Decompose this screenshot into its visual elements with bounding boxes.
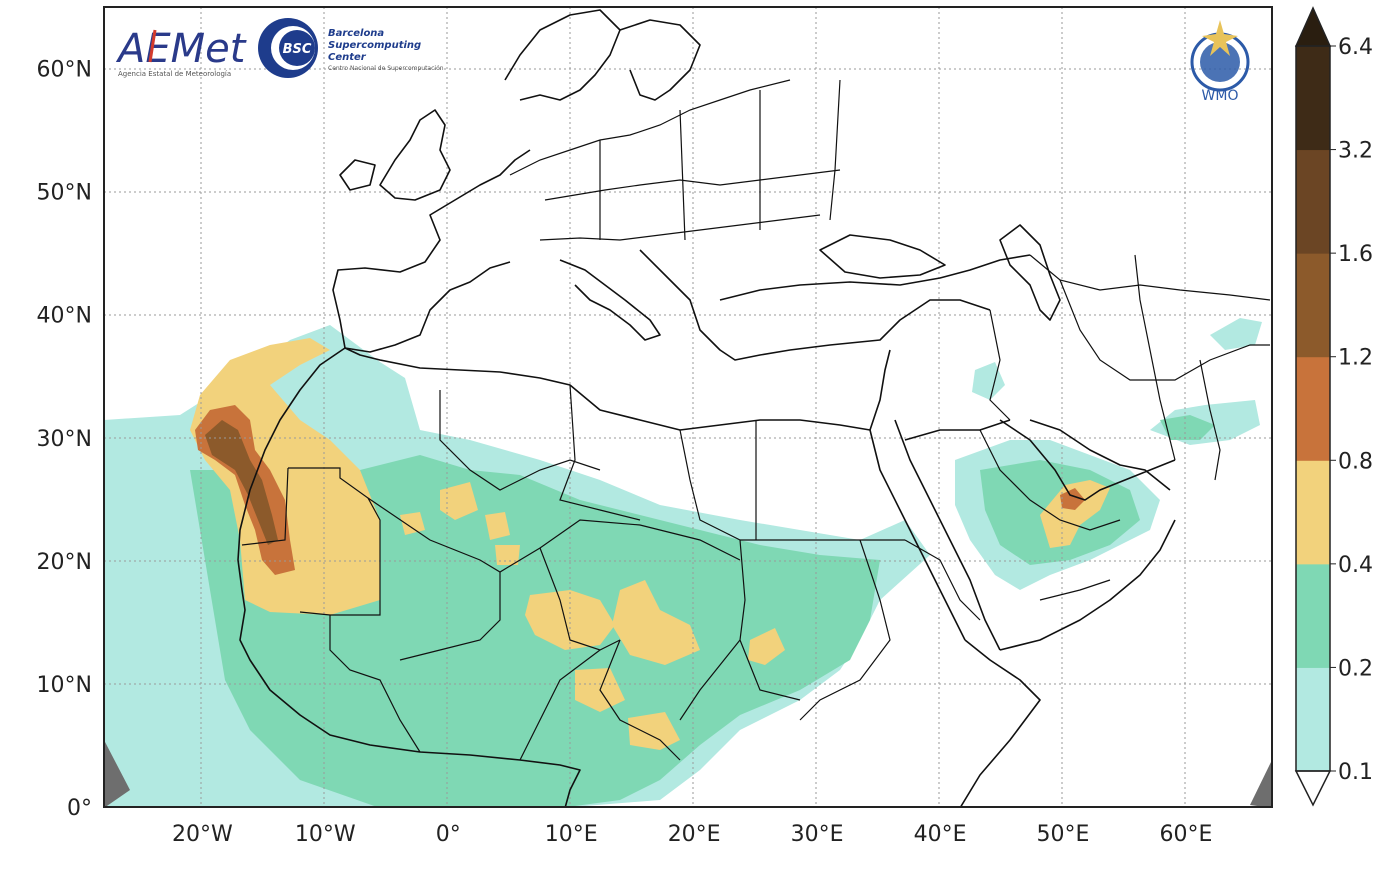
nodata-corner — [1250, 760, 1272, 807]
nodata-corner — [104, 740, 130, 807]
lon-tick-label: 50°E — [1037, 822, 1090, 847]
dust-contour-high — [748, 628, 785, 665]
colorbar-tick-label: 1.2 — [1338, 346, 1373, 371]
colorbar-segment — [1296, 563, 1330, 668]
colorbar-tick-label: 0.4 — [1338, 553, 1373, 578]
dust-contour-high — [400, 512, 425, 535]
colorbar-tick-label: 0.8 — [1338, 449, 1373, 474]
lon-tick-label: 60°E — [1159, 822, 1212, 847]
map-panel[interactable]: AEMet Agencia Estatal de Meteorología BS… — [103, 6, 1273, 808]
colorbar-segment — [1296, 253, 1330, 358]
bsc-line2: Supercomputing — [328, 40, 421, 51]
dust-contour-high — [612, 580, 700, 665]
lon-tick-label: 40°E — [914, 822, 967, 847]
latitude-tick-labels: 0° 10°N 20°N 30°N 40°N 50°N 60°N — [37, 58, 92, 821]
dust-contour-very-high — [205, 420, 278, 545]
aemet-logo-text: AEMet — [115, 26, 247, 72]
colorbar-segment — [1296, 356, 1330, 461]
colorbar: 0.1 0.2 0.4 0.8 1.2 1.6 3.2 6.4 — [1294, 6, 1373, 807]
dust-contour-high — [525, 590, 615, 650]
dust-contour-high — [440, 482, 478, 520]
lat-tick-label: 60°N — [37, 58, 92, 83]
colorbar-tick-label: 6.4 — [1338, 35, 1373, 60]
lat-tick-label: 40°N — [37, 304, 92, 329]
colorbar-segment — [1296, 460, 1330, 565]
aemet-logo: AEMet Agencia Estatal de Meteorología — [115, 26, 247, 78]
colorbar-extend-min — [1294, 770, 1332, 807]
map-frame — [103, 6, 1273, 808]
graticule — [104, 7, 1272, 807]
lon-tick-label: 0° — [436, 822, 461, 847]
lat-tick-label: 10°N — [37, 673, 92, 698]
colorbar-extend-max — [1294, 6, 1332, 47]
wmo-logo: WMO — [1190, 20, 1250, 104]
lat-tick-label: 20°N — [37, 550, 92, 575]
lon-tick-label: 20°E — [668, 822, 721, 847]
dust-contour-high — [1040, 480, 1110, 548]
dust-contour-very-high — [1060, 488, 1085, 510]
dust-layer — [104, 318, 1262, 807]
dust-contour-high — [485, 512, 510, 540]
colorbar-tick-label: 0.1 — [1338, 760, 1373, 785]
dust-contour-mid — [1160, 415, 1215, 440]
dust-contour-high — [190, 338, 380, 615]
coastlines — [237, 9, 1176, 807]
dust-contour-high — [495, 545, 520, 565]
colorbar-tick-label: 1.6 — [1338, 242, 1373, 267]
bsc-logo: BSC Barcelona Supercomputing Center Cent… — [258, 18, 444, 78]
lon-tick-label: 10°W — [295, 822, 356, 847]
bsc-badge: BSC — [283, 42, 312, 57]
bsc-line3: Center — [328, 52, 367, 63]
country-borders — [241, 79, 1271, 761]
colorbar-outline — [1295, 45, 1331, 772]
lat-tick-label: 30°N — [37, 427, 92, 452]
colorbar-tick-label: 0.2 — [1338, 656, 1373, 681]
lon-tick-label: 30°E — [791, 822, 844, 847]
lon-tick-label: 10°E — [545, 822, 598, 847]
aemet-logo-subtitle: Agencia Estatal de Meteorología — [118, 70, 231, 78]
longitude-tick-labels: 20°W 10°W 0° 10°E 20°E 30°E 40°E 50°E 60°E — [172, 822, 1212, 847]
wmo-logo-text: WMO — [1202, 88, 1239, 104]
colorbar-tick-label: 3.2 — [1338, 139, 1373, 164]
lon-tick-label: 20°W — [172, 822, 233, 847]
dust-contour-low — [1210, 318, 1262, 350]
dust-contour-high — [628, 712, 680, 750]
lat-tick-label: 50°N — [37, 181, 92, 206]
colorbar-segment — [1296, 667, 1330, 772]
bsc-line1: Barcelona — [328, 28, 384, 39]
colorbar-segment — [1296, 46, 1330, 151]
lat-tick-label: 0° — [67, 796, 92, 821]
colorbar-segment — [1296, 149, 1330, 254]
bsc-subtitle: Centro Nacional de Supercomputación — [328, 65, 444, 72]
